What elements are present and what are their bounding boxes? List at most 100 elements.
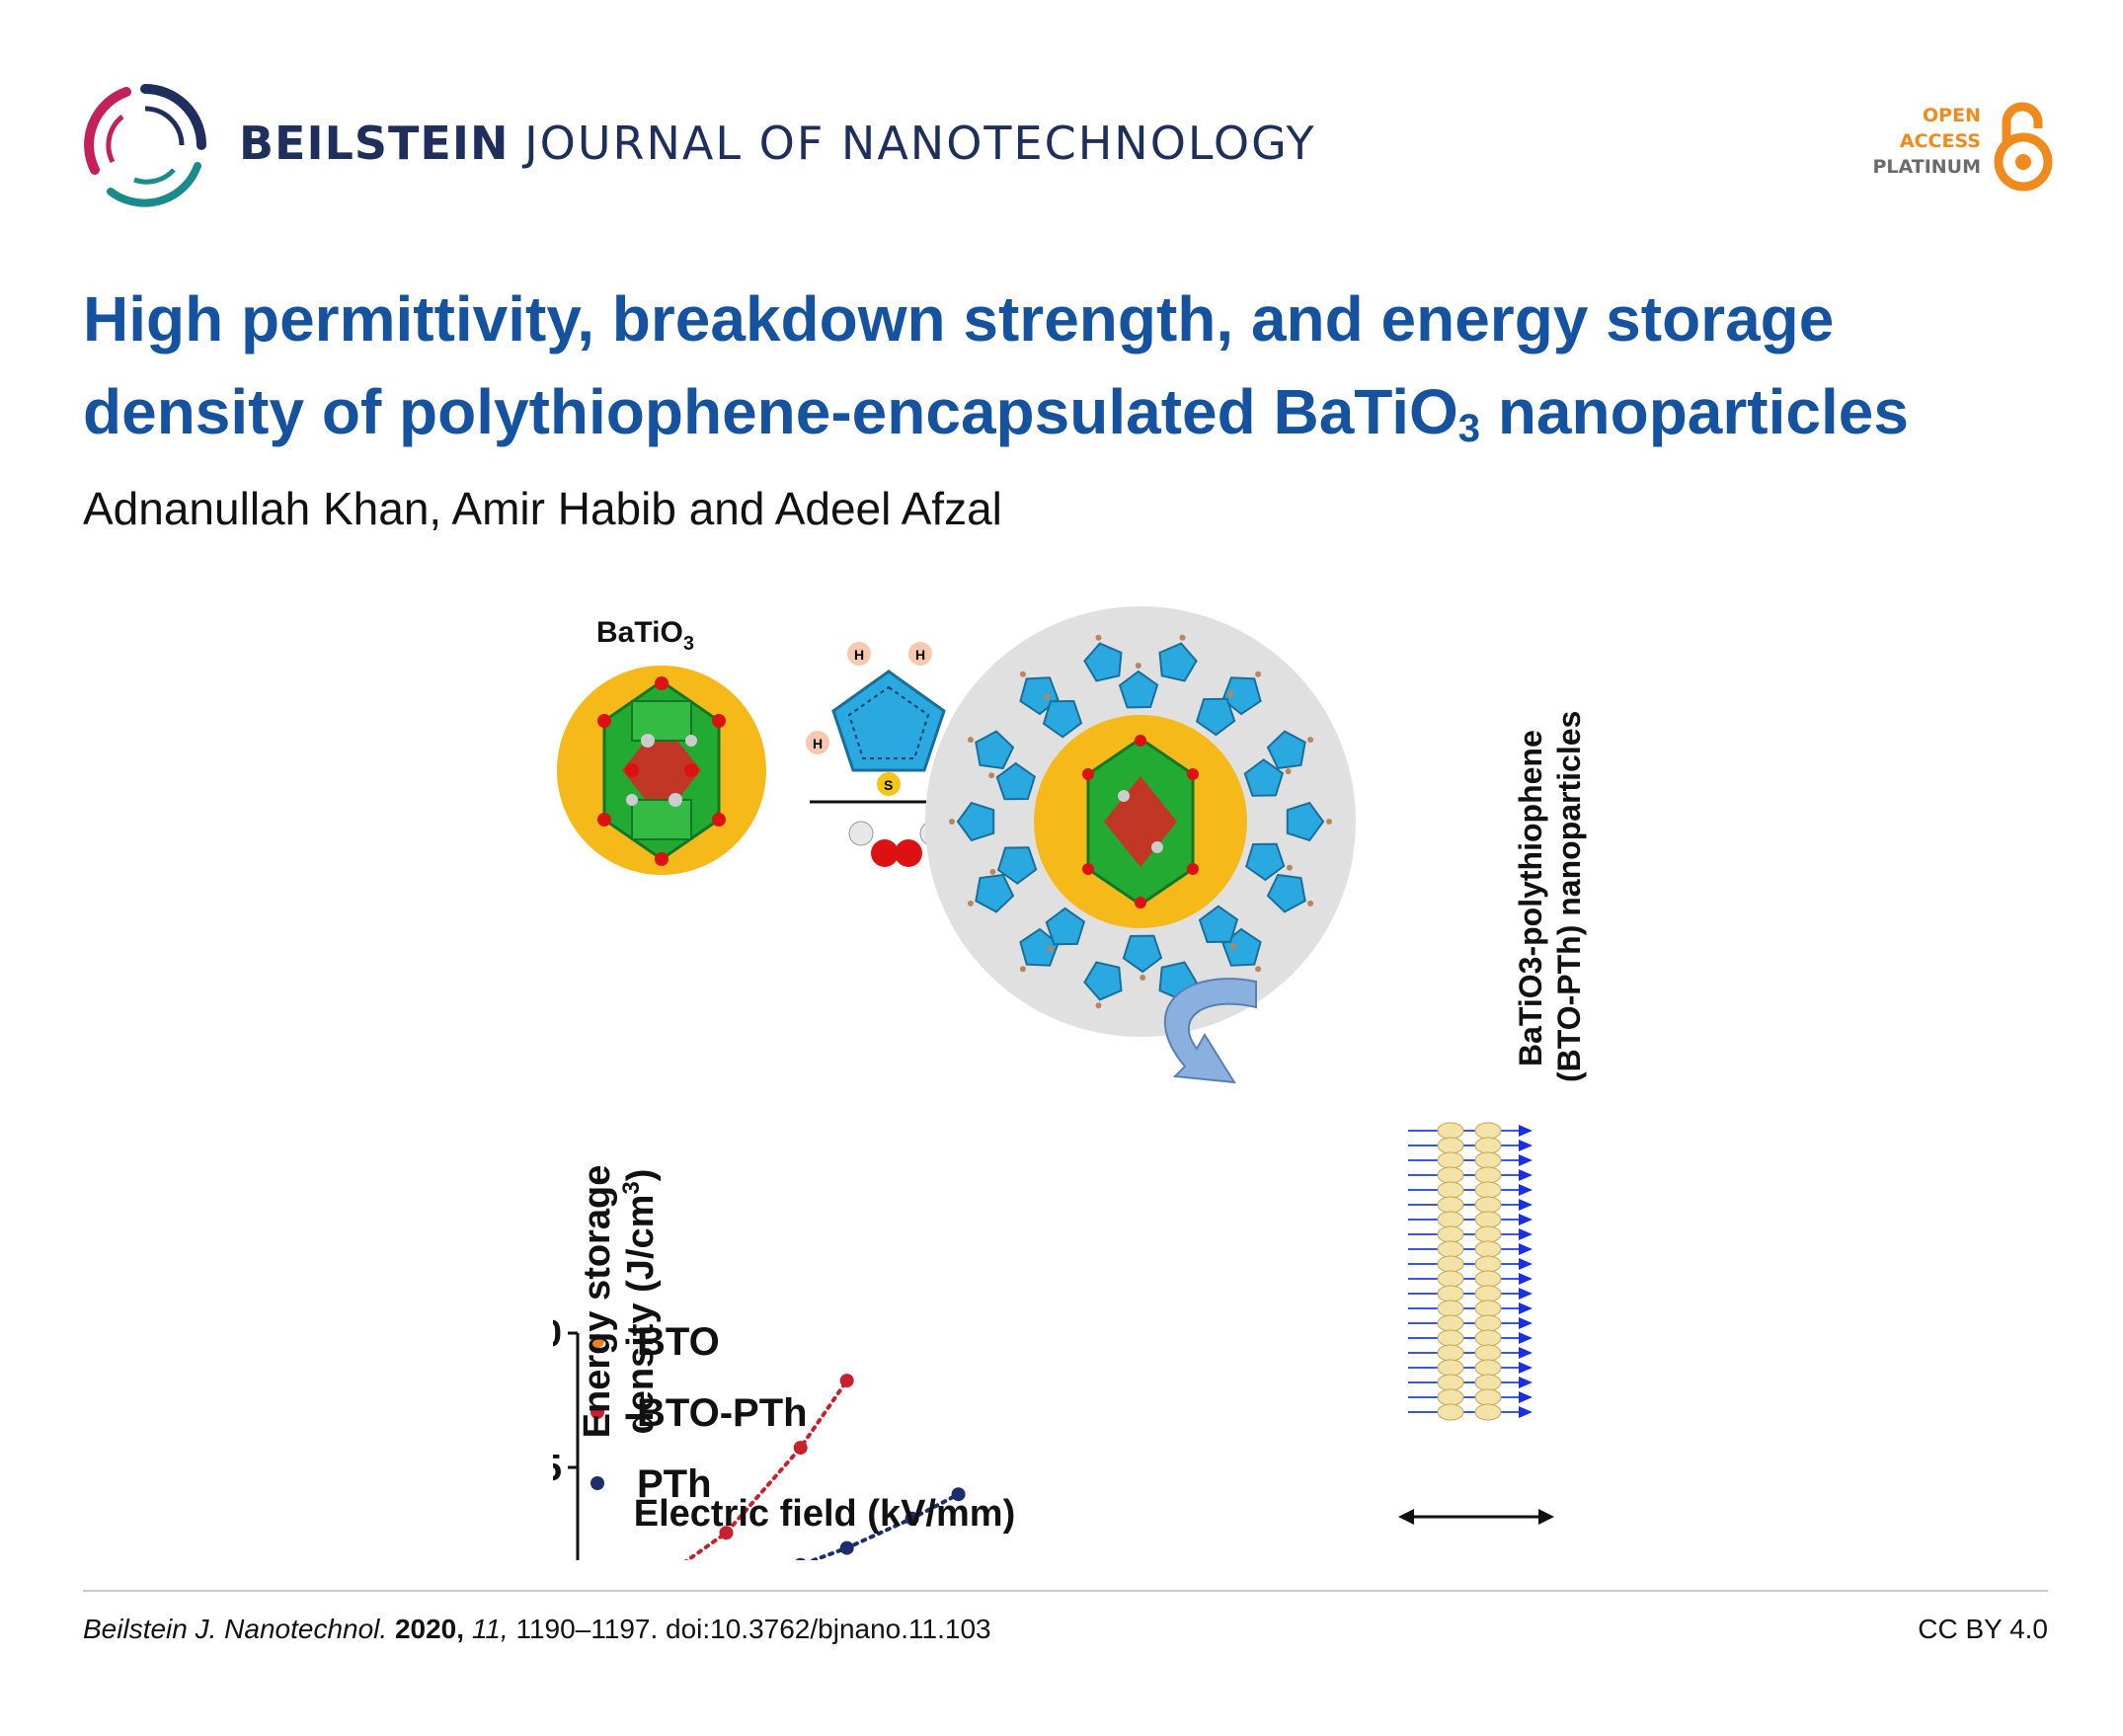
article-title-subscript: 3: [1457, 407, 1481, 450]
open-access-line-1: OPEN: [1923, 105, 1981, 126]
thiophene-unit: [1221, 676, 1262, 716]
thiophene-unit: [1286, 801, 1325, 842]
dipole: [1437, 1270, 1464, 1288]
hydrogen-atom: [989, 868, 996, 875]
citation-volume: 11,: [471, 1614, 509, 1644]
dipole: [1437, 1181, 1464, 1199]
thiophene-unit: [1158, 642, 1198, 682]
dipole: [1437, 1196, 1464, 1214]
thiophene-unit: [1019, 927, 1060, 967]
field-arrowhead: [1519, 1243, 1533, 1255]
field-arrowhead: [1519, 1199, 1533, 1211]
svg-text:S: S: [884, 777, 893, 793]
dipole: [1437, 1300, 1464, 1317]
citation-year: 2020,: [394, 1614, 465, 1644]
hydrogen-atom: [1019, 966, 1026, 973]
data-point: [839, 1540, 854, 1555]
dipole: [1437, 1314, 1464, 1332]
chart-y-axis-label-line-1: Energy storage: [577, 1165, 618, 1439]
legend-label: BTO-PTh: [637, 1391, 808, 1435]
journal-name-bold: BEILSTEIN: [239, 117, 510, 170]
dipole: [1474, 1403, 1502, 1421]
thiophene-unit: [1198, 905, 1239, 944]
hydrogen-atom: [1307, 900, 1314, 907]
field-arrowhead: [1519, 1377, 1533, 1388]
hydrogen-atom: [1326, 819, 1332, 825]
field-arrowhead: [1519, 1347, 1533, 1359]
legend-label: PTh: [637, 1462, 712, 1506]
vertical-label-line-1: BaTiO3-polythiophene: [1513, 730, 1548, 1066]
hydrogen-atom: [1095, 1002, 1102, 1009]
dipole: [1474, 1344, 1502, 1362]
dipole: [1437, 1240, 1464, 1258]
dipole: [1474, 1196, 1502, 1214]
dipole: [1437, 1137, 1464, 1154]
dipole: [1437, 1151, 1464, 1169]
hydrogen-atom: [1307, 737, 1314, 744]
dipole: [1437, 1122, 1464, 1140]
vertical-label-line-2: (BTO-PTh) nanoparticles: [1551, 711, 1587, 1082]
hydrogen-atom: [1095, 634, 1102, 641]
data-point: [719, 1526, 734, 1540]
dipole: [1437, 1344, 1464, 1362]
dipole: [1437, 1374, 1464, 1391]
hydrogen-atom: [949, 819, 955, 825]
dipole: [1437, 1359, 1464, 1377]
data-point: [795, 1557, 806, 1560]
dipole: [1474, 1151, 1502, 1169]
article-title-end: nanoparticles: [1480, 376, 1909, 447]
journal-name[interactable]: BEILSTEIN JOURNAL OF NANOTECHNOLOGY: [239, 117, 1316, 170]
chart-x-axis-label: Electric field (kV/mm): [634, 1493, 1015, 1535]
dipole: [1437, 1225, 1464, 1243]
legend-label: BTO: [637, 1320, 720, 1364]
hydrogen-atom: [1227, 690, 1234, 697]
y-tick-label: 1.5: [553, 1448, 562, 1489]
dipole: [1437, 1255, 1464, 1273]
dipole-schematic: [1408, 1122, 1533, 1421]
svg-text:H: H: [813, 736, 823, 751]
chart-ticks: 0701402103.01.50.0: [553, 1313, 578, 1489]
article-title-main: High permittivity, breakdown strength, a…: [83, 283, 1835, 447]
chart-y-axis-label-line-2: density (J/cm3): [618, 1169, 662, 1435]
batio-label: BaTiO3: [596, 616, 694, 655]
field-arrowhead: [1519, 1125, 1533, 1137]
dipole: [1474, 1211, 1502, 1228]
dipole: [1474, 1374, 1502, 1391]
dipole: [1437, 1166, 1464, 1184]
thiophene-unit: [1245, 842, 1286, 882]
thiophene-unit: [1195, 697, 1236, 737]
thiophene-unit: [995, 761, 1036, 801]
svg-text:H: H: [915, 647, 925, 663]
open-access-lock-icon: [1994, 102, 2053, 192]
chart-series: [683, 1374, 966, 1560]
thiophene-unit: [1042, 699, 1083, 739]
thiophene-unit: [1122, 934, 1163, 974]
dipole: [1437, 1403, 1464, 1421]
field-arrowhead: [1519, 1406, 1533, 1418]
field-arrowhead: [1519, 1169, 1533, 1181]
hydrogen-atom: [967, 737, 974, 744]
dipole: [1474, 1122, 1502, 1140]
thiophene-unit: [1266, 873, 1306, 913]
open-access-line-2: ACCESS: [1899, 130, 1981, 152]
hydrogen-atom: [1179, 634, 1186, 641]
field-arrowhead: [1519, 1362, 1533, 1374]
hydrogen-atom: [1285, 768, 1292, 775]
chart-legend: BTO BTO-PTh PTh: [590, 1320, 808, 1506]
footer-divider: [83, 1590, 2048, 1592]
dipole: [1474, 1300, 1502, 1317]
dipole: [1474, 1359, 1502, 1377]
open-access-line-3: PLATINUM: [1872, 156, 1981, 178]
citation[interactable]: Beilstein J. Nanotechnol. 2020, 11, 1190…: [83, 1614, 991, 1645]
polythiophene-shell: [949, 634, 1332, 1009]
field-arrowhead: [1519, 1273, 1533, 1285]
dipole: [1474, 1137, 1502, 1154]
journal-logo: [84, 84, 206, 207]
article-authors: Adnanullah Khan, Amir Habib and Adeel Af…: [83, 483, 1002, 534]
dipole: [1474, 1329, 1502, 1347]
thiophene-unit: [1083, 961, 1123, 1001]
legend-marker: [590, 1476, 604, 1490]
thiophene-unit: [1243, 758, 1285, 797]
thiophene-unit: [1083, 642, 1123, 682]
license[interactable]: CC BY 4.0: [1918, 1614, 2048, 1644]
